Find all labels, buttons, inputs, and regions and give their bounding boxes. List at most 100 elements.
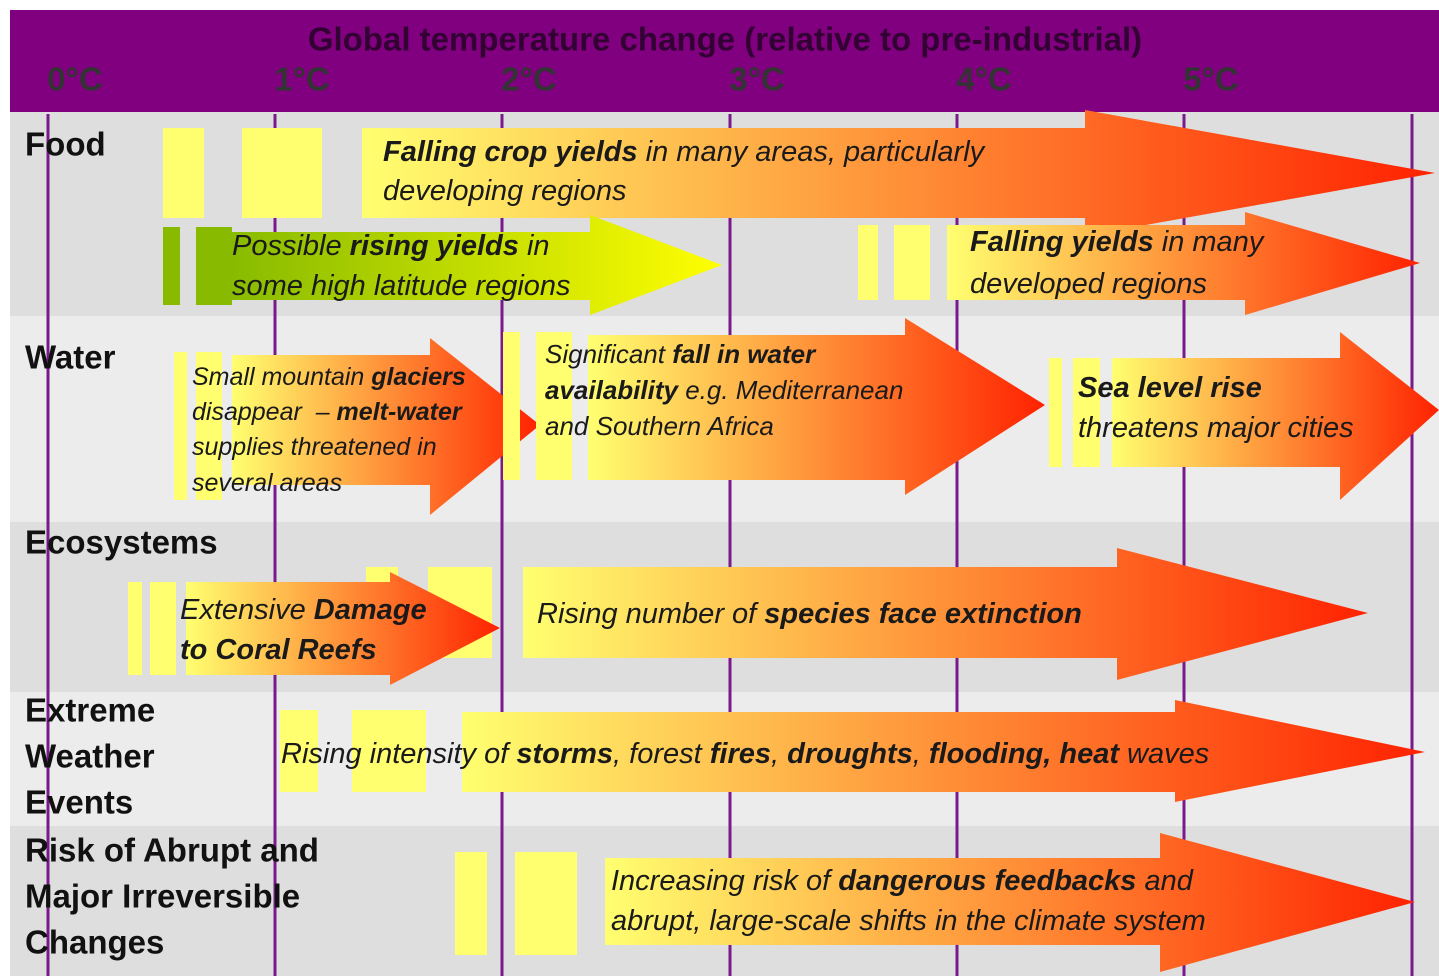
text-segment: Falling yields	[970, 226, 1154, 258]
text-segment: flooding, heat	[929, 738, 1120, 770]
row-label: Food	[25, 126, 106, 163]
text-segment: developing regions	[383, 175, 626, 207]
marker-block	[280, 710, 318, 792]
impact-arrow	[605, 833, 1415, 972]
marker-block	[163, 227, 180, 305]
text-segment: ,	[771, 738, 787, 770]
marker-block	[196, 227, 232, 305]
text-segment: to Coral Reefs	[180, 634, 377, 666]
arrow-text: several areas	[192, 469, 342, 497]
text-segment: droughts	[787, 738, 913, 770]
impact-arrow	[523, 548, 1368, 680]
text-segment: glaciers	[370, 363, 466, 391]
arrow-text: Increasing risk of dangerous feedbacks a…	[611, 865, 1194, 897]
text-segment: in many	[1154, 226, 1265, 258]
row-label: Major Irreversible	[25, 878, 300, 915]
text-segment: Rising intensity of	[281, 738, 516, 770]
arrow-text: availability e.g. Mediterranean	[545, 375, 903, 405]
header-title: Global temperature change (relative to p…	[308, 21, 1142, 58]
text-segment: Possible	[232, 230, 350, 262]
marker-block	[455, 852, 487, 955]
marker-block	[1073, 358, 1100, 467]
arrow-text: Extensive Damage	[180, 594, 427, 626]
text-segment: melt-water	[337, 398, 463, 426]
marker-block	[1049, 358, 1062, 467]
text-segment: developed regions	[970, 268, 1207, 300]
text-segment: Increasing risk of	[611, 865, 838, 897]
marker-block	[515, 852, 577, 955]
header-band	[10, 10, 1439, 112]
text-segment: Small mountain	[192, 363, 371, 391]
text-segment: Damage	[314, 594, 427, 626]
marker-block	[128, 582, 142, 675]
temperature-tick: 3°C	[729, 61, 784, 98]
marker-block	[174, 352, 187, 500]
arrow-text: supplies threatened in	[192, 433, 437, 461]
row-label: Events	[25, 784, 133, 821]
temperature-tick: 0°C	[47, 61, 102, 98]
text-segment: rising yields	[350, 230, 519, 262]
impact-arrow	[362, 110, 1435, 236]
text-segment: species face extinction	[764, 598, 1082, 630]
text-segment: and Southern Africa	[545, 411, 774, 441]
impact-arrow	[186, 572, 500, 685]
marker-block	[163, 128, 204, 218]
text-segment: Sea level rise	[1078, 372, 1262, 404]
text-segment: fall in water	[672, 339, 817, 369]
text-segment: abrupt, large-scale shifts in the climat…	[611, 905, 1206, 937]
marker-block	[150, 582, 176, 675]
text-segment: in	[519, 230, 550, 262]
text-segment: dangerous feedbacks	[838, 865, 1136, 897]
text-segment: Significant	[545, 339, 672, 369]
impact-arrow	[232, 215, 722, 315]
text-segment: storms	[516, 738, 613, 770]
arrow-text: Rising intensity of storms, forest fires…	[281, 738, 1209, 770]
arrow-text: and Southern Africa	[545, 411, 774, 441]
text-segment: and	[1136, 865, 1193, 897]
row-label: Ecosystems	[25, 524, 218, 561]
text-segment: several areas	[192, 469, 342, 497]
marker-block	[503, 332, 520, 480]
arrow-text: disappear – melt-water	[192, 398, 463, 426]
impact-arrow	[588, 318, 1045, 495]
temperature-tick: 4°C	[956, 61, 1011, 98]
text-segment: , forest	[613, 738, 710, 770]
row-label: Changes	[25, 924, 164, 961]
row-label: Weather	[25, 738, 155, 775]
arrow-text: developing regions	[383, 175, 626, 207]
row-label: Water	[25, 339, 116, 376]
arrow-text: abrupt, large-scale shifts in the climat…	[611, 905, 1206, 937]
arrow-text: Falling crop yields in many areas, parti…	[383, 136, 986, 168]
temperature-tick: 2°C	[501, 61, 556, 98]
arrow-text: Possible rising yields in	[232, 230, 550, 262]
arrow-text: Sea level rise	[1078, 372, 1262, 404]
temperature-tick: 5°C	[1183, 61, 1238, 98]
arrow-text: threatens major cities	[1078, 412, 1354, 444]
impact-arrow	[947, 212, 1420, 315]
text-segment: some high latitude regions	[232, 270, 571, 302]
text-segment: in many areas, particularly	[638, 136, 986, 168]
arrow-text: to Coral Reefs	[180, 634, 377, 666]
impact-arrow	[232, 338, 540, 515]
text-segment: waves	[1119, 738, 1209, 770]
arrow-text: Significant fall in water	[545, 339, 817, 369]
marker-block	[894, 225, 930, 300]
arrow-text: Small mountain glaciers	[192, 363, 466, 391]
row-label: Extreme	[25, 692, 155, 729]
temperature-tick: 1°C	[274, 61, 329, 98]
text-segment: fires	[710, 738, 771, 770]
text-segment: availability	[545, 375, 679, 405]
text-segment: Falling crop yields	[383, 136, 638, 168]
text-segment: ,	[913, 738, 929, 770]
arrow-text: some high latitude regions	[232, 270, 571, 302]
text-segment: e.g. Mediterranean	[678, 375, 903, 405]
text-segment: Rising number of	[537, 598, 764, 630]
marker-block	[242, 128, 322, 218]
arrow-text: Falling yields in many	[970, 226, 1265, 258]
impact-arrow	[462, 700, 1425, 802]
arrow-text: developed regions	[970, 268, 1207, 300]
text-segment: supplies threatened in	[192, 433, 437, 461]
marker-block	[536, 332, 572, 480]
marker-block	[352, 710, 426, 792]
